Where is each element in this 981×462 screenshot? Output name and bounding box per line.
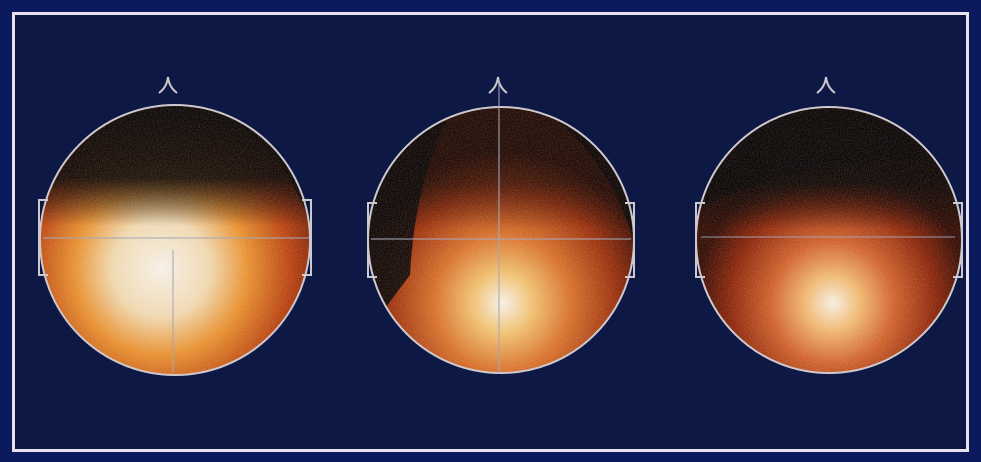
left-head-ear-left <box>38 199 48 276</box>
scan-panel <box>12 12 969 452</box>
right-head-ear-right <box>953 202 963 278</box>
left-head-outline <box>158 76 178 94</box>
left-head-ear-right <box>302 199 312 276</box>
center-head-outline <box>488 76 508 94</box>
brain-scan-illustration <box>38 76 963 376</box>
left-head <box>38 76 312 376</box>
center-head-ear-right <box>625 202 635 278</box>
center-head-ear-left <box>367 202 377 278</box>
center-head <box>367 76 635 374</box>
right-head-ear-left <box>695 202 705 278</box>
right-head-outline <box>816 76 836 94</box>
right-head <box>695 76 963 374</box>
